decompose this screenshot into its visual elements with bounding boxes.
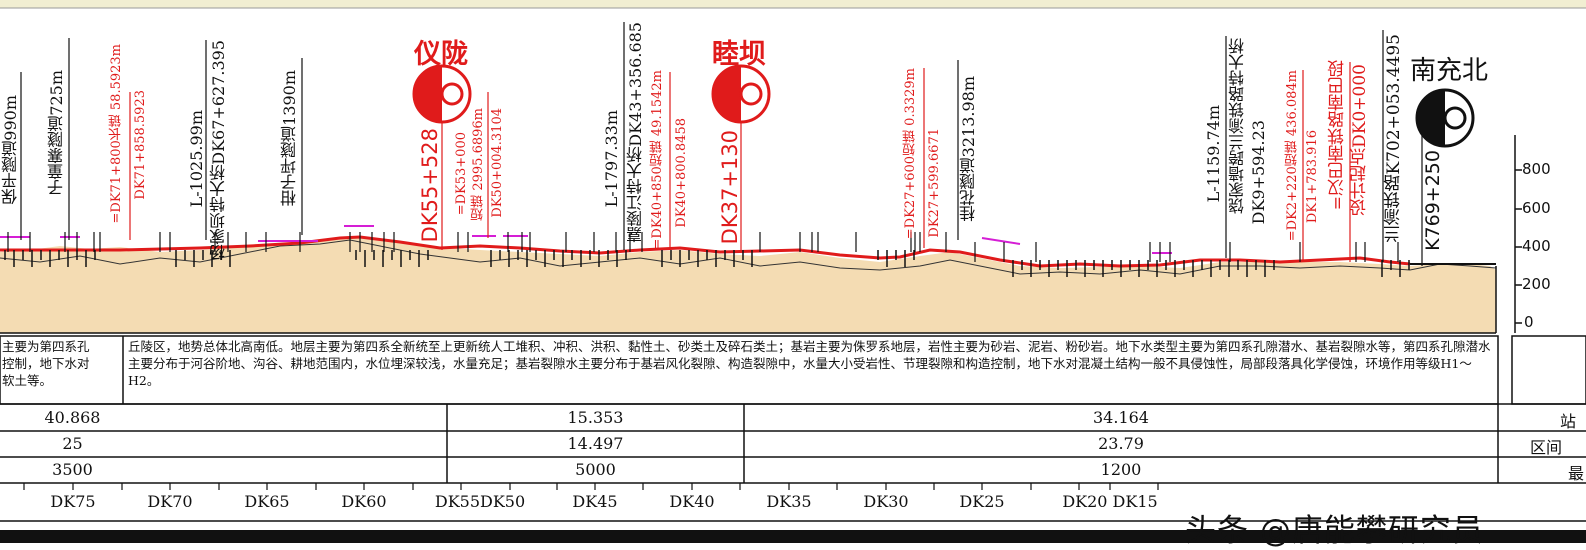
geology-left-cell: 主要为第四系孔 控制，地下水对 软土等。 [2,338,120,402]
milepost-label: DK65 [244,492,290,511]
table-r2-c2: 14.497 [567,434,624,453]
label-chainbreak3b: DK40+800.8458 [674,118,689,228]
elevation-axis [1514,135,1522,333]
milepost-label: DK25 [959,492,1005,511]
milepost-label: DK75 [50,492,96,511]
milepost-label: DK20 DK15 [1062,492,1158,511]
label-zitongzhai-tunnel: 子童寨隧道725m [47,70,66,196]
y-tick-400: 400 [1522,237,1551,255]
milepost-label: DK30 [863,492,909,511]
label-ganzi-tunnel: 柑子坪隧道1390m [280,70,299,206]
ground-fill [0,236,1496,333]
station-symbol-mudba [711,64,771,124]
milepost-label: DK70 [147,492,193,511]
y-tick-600: 600 [1522,199,1551,217]
label-jialing-bridge: 嘉陵江特大桥DK43+356.685 [626,22,645,243]
label-chainbreak2b: 短链 2995.6896m [471,108,486,221]
label-guihua-tunnel: 桂花隧道3213.98m [959,76,978,222]
table-r3-c1: 3500 [52,460,93,479]
table-r1-c1: 40.868 [44,408,101,427]
station-chainage-mudba: DK37+130 [718,130,742,245]
station-name-nanchongbei: 南充北 [1410,56,1489,86]
table-row-label-1: 站 [1560,412,1577,431]
tunnel-markers [0,225,1172,254]
table-r3-c2: 5000 [575,460,616,479]
y-tick-200: 200 [1522,275,1551,293]
leader-lines [20,22,1423,266]
station-symbol-nanchongbei [1415,88,1475,148]
milepost-label: DK55DK50 [434,492,526,511]
map-strip [0,0,1586,8]
watermark: 头条 @唐能攀研究员 [1185,513,1484,549]
table-row-label-2: 区间 [1530,438,1563,457]
y-tick-0: 0 [1524,313,1534,331]
label-chainbreak5b: DK1+783.916 [1305,130,1320,224]
label-lanyu-railway: 兰渝铁路K702+053.4495 [1384,34,1404,243]
label-baoping-tunnel: 保平隧道990m [1,95,20,205]
label-chainbreak4b: DK27+599.6671 [927,128,942,238]
label-chainbreak2a: =DK53+000 [454,132,469,216]
bridge-piers [4,250,1410,277]
label-yangjiaba-length: L-1025.99m [187,110,206,208]
table-grid [0,335,1586,522]
label-raojia-length: L-1159.74m [1204,105,1223,203]
label-chainbreak5a: =DK2+220短链 436.084m [1285,70,1300,242]
label-hanba-start: 设计起点DK0+000 [1350,64,1370,216]
label-raojia-bridge: 饶家墙跨兰渝铁路特大桥 [1228,38,1247,214]
table-r2-c1: 25 [62,434,83,453]
geology-left-line-1: 主要为第四系孔 [2,339,90,354]
geology-left-line-3: 软土等。 [2,373,53,388]
rail-alignment [0,235,1411,268]
table-r3-c3: 1200 [1100,460,1142,479]
label-hanba-line: =汉巴南铁路南巴段 [1328,60,1348,211]
station-name-mudba: 睦坝 [712,39,766,70]
table-r2-c3: 23.79 [1098,434,1144,453]
label-chainbreak4a: =DK27+600短链 0.3329m [903,68,918,240]
label-chainbreak1b: DK71+858.5923 [133,90,148,200]
geology-left-line-2: 控制，地下水对 [2,356,90,371]
geology-description: 丘陵区，地势总体北高南低。地层主要为第四系全新统至上更新统人工堆积、冲积、洪积、… [128,339,1491,388]
milepost-label: DK60 [341,492,387,511]
table-r1-c3: 34.164 [1093,408,1149,427]
milepost-label: DK45 [572,492,618,511]
milepost-label: DK35 [766,492,812,511]
y-tick-800: 800 [1522,160,1551,178]
table-row-label-3: 最 [1568,464,1585,483]
label-chainbreak1a: =DK71+800长链 58.5923m [109,44,124,224]
station-name-yilong: 仪陇 [414,39,468,70]
station-chainage-nanchongbei: K769+250 [1422,150,1444,251]
station-chainage-yilong: DK55+528 [418,128,442,243]
table-r1-c2: 15.353 [567,408,624,427]
station-symbol-yilong [412,64,472,124]
label-raojia-chainage: DK9+594.23 [1249,120,1268,225]
milepost-label: DK40 [669,492,715,511]
label-jialing-length: L-1797.33m [602,110,621,208]
label-chainbreak2c: DK50+004.3104 [490,108,505,218]
label-yangjiaba-bridge: 杨家坝特大桥DK67+627.395 [209,40,228,261]
milepost-ticks [23,483,1159,490]
label-chainbreak3a: =DK40+850短链 49.1542m [650,70,665,250]
structure-ticks [7,232,1399,262]
